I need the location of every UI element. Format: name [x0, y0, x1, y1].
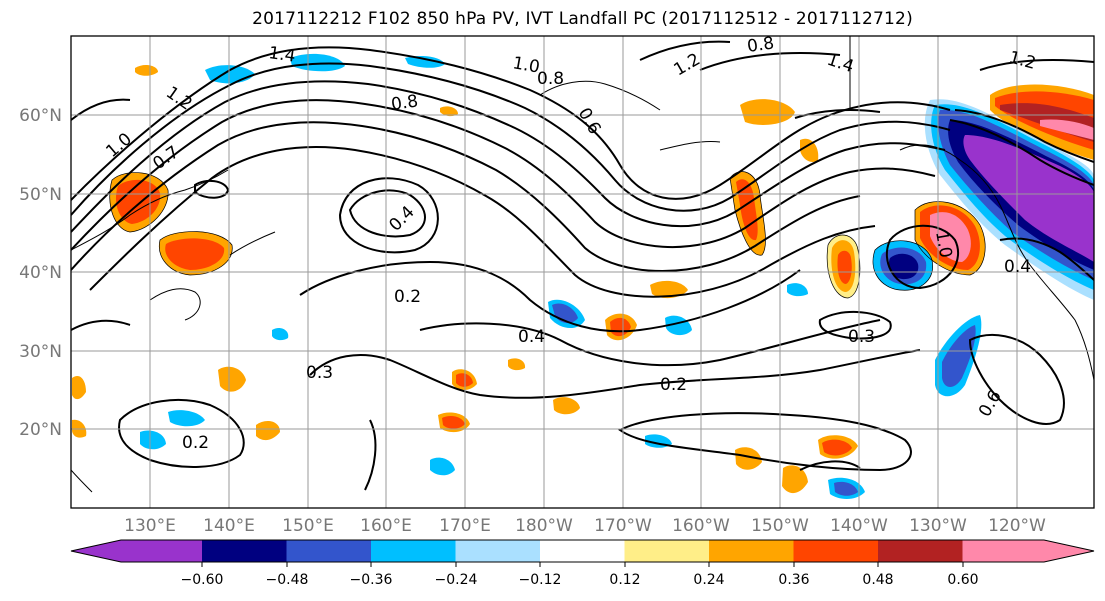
lat-label: 40°N [19, 263, 62, 283]
colorbar-tick-label: 0.60 [947, 572, 978, 588]
colorbar-swatch [793, 540, 878, 562]
lon-label: 120°W [988, 516, 1046, 536]
colorbar-tick-label: 0.48 [862, 572, 893, 588]
colorbar-tick-label: 0.24 [693, 572, 724, 588]
colorbar-swatch [540, 540, 625, 562]
map-frame [70, 35, 1095, 509]
lon-label: 160°E [360, 516, 412, 536]
lat-label: 20°N [19, 420, 62, 440]
pv-anomaly-shading [72, 53, 1094, 499]
colorbar-tick-label: −0.60 [181, 572, 224, 588]
contour-label: 0.4 [518, 327, 545, 347]
colorbar-swatch [455, 540, 540, 562]
colorbar-swatch [202, 540, 287, 562]
lon-labels: 130°E 140°E 150°E 160°E 170°E 180°W 170°… [124, 516, 1046, 536]
contour-label: 0.3 [306, 363, 333, 383]
colorbar-tick-label: 0.36 [778, 572, 809, 588]
contour-label: 0.4 [1004, 257, 1031, 277]
shading-outlines [109, 171, 986, 299]
pv-contours [71, 40, 1094, 491]
colorbar-tick-label: −0.24 [435, 572, 478, 588]
map-title: 2017112212 F102 850 hPa PV, IVT Landfall… [252, 9, 913, 29]
colorbar-swatch [624, 540, 709, 562]
contour-label: 0.3 [848, 327, 875, 347]
colorbar-swatch [878, 540, 963, 562]
lon-label: 150°E [282, 516, 334, 536]
lat-label: 30°N [19, 342, 62, 362]
lat-label: 60°N [19, 106, 62, 126]
contour-label: 0.8 [390, 91, 420, 115]
colorbar-tick-label: −0.48 [266, 572, 309, 588]
contour-label: 0.2 [182, 433, 209, 453]
colorbar-swatch [71, 540, 202, 562]
contour-label: 1.0 [511, 53, 541, 77]
colorbar-tick-label: −0.12 [519, 572, 562, 588]
colorbar-swatch [709, 540, 794, 562]
colorbar-swatch [286, 540, 371, 562]
colorbar-swatches [70, 539, 1095, 563]
contour-label: 1.0 [931, 229, 955, 259]
colorbar-swatch [371, 540, 456, 562]
lon-label: 140°E [203, 516, 255, 536]
lon-label: 150°W [751, 516, 809, 536]
colorbar-ticks [201, 562, 964, 567]
contour-label: 0.8 [537, 69, 564, 89]
coastlines [71, 36, 1094, 493]
contour-label: 0.2 [660, 375, 687, 395]
colorbar-tick-label: −0.36 [350, 572, 393, 588]
contour-label: 0.8 [746, 33, 776, 57]
colorbar-swatch [962, 540, 1094, 562]
colorbar-outline [70, 539, 1095, 563]
colorbar: −0.60 −0.48 −0.36 −0.24 −0.12 0.12 0.24 … [70, 539, 1095, 588]
lon-label: 130°E [124, 516, 176, 536]
lon-label: 180°W [515, 516, 573, 536]
lat-label: 50°N [19, 185, 62, 205]
lon-label: 170°E [439, 516, 491, 536]
lon-label: 160°W [672, 516, 730, 536]
graticule [71, 36, 1094, 508]
lat-labels: 60°N 50°N 40°N 30°N 20°N [19, 106, 62, 440]
colorbar-tick-label: 0.12 [609, 572, 640, 588]
lon-label: 140°W [830, 516, 888, 536]
lon-label: 170°W [594, 516, 652, 536]
colorbar-tick-labels: −0.60 −0.48 −0.36 −0.24 −0.12 0.12 0.24 … [181, 572, 979, 588]
contour-label: 0.2 [394, 287, 421, 307]
contour-label: 1.4 [267, 43, 297, 67]
lon-label: 130°W [909, 516, 967, 536]
